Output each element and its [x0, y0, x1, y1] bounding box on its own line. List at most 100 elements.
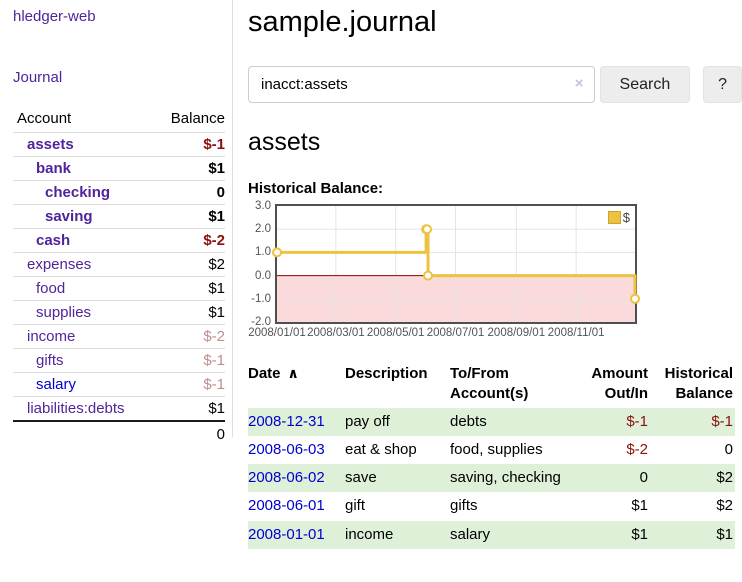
transaction-balance: $1: [650, 520, 735, 549]
account-row: checking 0: [13, 180, 225, 205]
sidebar-account-link-assets[interactable]: assets: [27, 136, 74, 153]
transaction-balance: $-1: [650, 407, 735, 436]
y-axis-tick-label: 2.0: [255, 223, 271, 236]
accounts-header-row: Account Balance: [13, 107, 225, 133]
sidebar-account-link-supplies[interactable]: supplies: [36, 304, 92, 321]
chart-legend: $: [607, 210, 630, 225]
historical-balance-chart: $ 3.0 2.0 1.0 0.0 -1.0 -2.0 2008/01/01 2008/03/…: [248, 200, 742, 344]
accounts-total-value: 0: [155, 420, 225, 447]
transaction-accounts: food, supplies: [450, 440, 543, 458]
sidebar-account-link-bank[interactable]: bank: [36, 160, 72, 177]
balance-column-header-main: Historical Balance: [664, 365, 733, 403]
transaction-date-link[interactable]: 2008-12-31: [248, 412, 325, 430]
y-axis-tick-label: 3.0: [255, 200, 271, 212]
register-table: Date ∧ Description To/From Account(s) Amo…: [248, 361, 735, 549]
transaction-description: eat & shop: [345, 440, 417, 458]
account-row: bank $1: [13, 156, 225, 181]
transaction-balance: 0: [724, 440, 733, 458]
sidebar-account-link-liabilities-debts[interactable]: liabilities:debts: [27, 400, 125, 417]
sidebar-account-balance: $-1: [155, 132, 225, 157]
description-column-header: Description: [345, 365, 428, 382]
x-axis-tick-label: 2008/05/01: [366, 327, 425, 339]
sidebar-account-link-food[interactable]: food: [36, 280, 66, 297]
sidebar-account-balance: $1: [155, 204, 225, 229]
journal-link[interactable]: Journal: [13, 69, 63, 86]
total-spacer: [13, 420, 156, 447]
help-button[interactable]: ?: [703, 66, 742, 103]
sidebar-account-link-cash[interactable]: cash: [36, 232, 71, 249]
sidebar-account-balance: 0: [155, 180, 225, 205]
account-row: income $-2: [13, 324, 225, 349]
amount-column-header: Amount Out/In: [591, 365, 648, 403]
sidebar-account-link-saving[interactable]: saving: [45, 208, 93, 225]
transaction-amount: $1: [631, 497, 648, 515]
journal-nav: Journal: [13, 69, 224, 86]
account-row: supplies $1: [13, 300, 225, 325]
app-title-link[interactable]: hledger-web: [13, 8, 96, 25]
transaction-row: 2008-01-01 income salary $1 $1: [248, 520, 735, 549]
transaction-accounts: saving, checking: [450, 464, 565, 493]
x-axis-tick-label: 2008/11/01: [547, 327, 605, 339]
transaction-accounts: salary: [450, 520, 565, 549]
sidebar-account-balance: $-1: [155, 348, 225, 373]
main-content: sample.journal × Search ? assets Histori…: [233, 0, 742, 549]
x-axis-tick-label: 2008/09/01: [487, 327, 546, 339]
account-heading: assets: [248, 128, 321, 156]
transaction-description: save: [345, 464, 450, 493]
sidebar-account-balance: $-1: [155, 372, 225, 397]
y-axis-tick-label: 1.0: [255, 246, 271, 259]
account-column-header: Account: [17, 110, 72, 127]
sidebar-account-balance: $2: [155, 252, 225, 277]
accounts-table: Account Balance assets $-1 bank $1 checking 0…: [13, 107, 225, 447]
clear-search-icon[interactable]: ×: [574, 75, 584, 92]
sidebar-account-balance: $-2: [155, 324, 225, 349]
legend-swatch-icon: [607, 211, 621, 224]
transaction-description: income: [345, 520, 450, 549]
sidebar: hledger-web Journal Account Balance asse…: [0, 0, 233, 447]
transaction-accounts: gifts: [450, 497, 478, 515]
x-axis-tick-label: 2008/07/01: [426, 327, 485, 339]
sidebar-account-balance: $1: [155, 276, 225, 301]
account-row: liabilities:debts $1: [13, 396, 225, 421]
sidebar-account-link-income[interactable]: income: [27, 328, 76, 345]
x-axis-tick-label: 2008/01/01: [248, 327, 306, 339]
chart-title: Historical Balance:: [248, 180, 384, 197]
y-axis-tick-label: 0.0: [255, 269, 271, 282]
transaction-balance: $2: [716, 497, 733, 515]
transaction-date-link[interactable]: 2008-06-02: [248, 469, 325, 486]
sidebar-account-link-salary[interactable]: salary: [36, 376, 77, 393]
sidebar-account-link-checking[interactable]: checking: [45, 184, 111, 201]
search-button[interactable]: Search: [599, 66, 691, 103]
sidebar-account-link-expenses[interactable]: expenses: [27, 256, 92, 273]
sidebar-account-link-gifts[interactable]: gifts: [36, 352, 64, 369]
transaction-row: 2008-06-01 gift gifts $1 $2: [248, 492, 735, 520]
transaction-amount: $1: [565, 520, 650, 549]
balance-column-header: Balance: [170, 110, 225, 127]
accounts-total-row: 0: [13, 420, 225, 447]
date-column-header[interactable]: Date ∧: [248, 361, 345, 408]
transaction-description: pay off: [345, 407, 450, 436]
app: hledger-web Journal Account Balance asse…: [0, 0, 742, 549]
transaction-amount: $-2: [626, 440, 648, 458]
page-title: sample.journal: [248, 6, 437, 38]
chart-plot-area: $: [272, 204, 640, 324]
x-axis-tick-label: 2008/03/01: [307, 327, 365, 339]
y-axis-tick-label: -2.0: [251, 316, 271, 328]
account-row: food $1: [13, 276, 225, 301]
account-row: gifts $-1: [13, 348, 225, 373]
transaction-date-link[interactable]: 2008-06-01: [248, 497, 325, 515]
search-input-wrap: ×: [248, 66, 595, 103]
sidebar-account-balance: $-2: [155, 228, 225, 253]
search-input[interactable]: [248, 66, 595, 103]
account-row: salary $-1: [13, 372, 225, 397]
sidebar-account-balance: $1: [155, 396, 225, 421]
transaction-date-link[interactable]: 2008-06-03: [248, 440, 325, 458]
transaction-row: 2008-12-31 pay off debts $-1 $-1: [248, 407, 735, 436]
chart-svg: [272, 206, 640, 322]
transaction-row: 2008-06-02 save saving, checking 0 $2: [248, 464, 735, 493]
transaction-date-link[interactable]: 2008-01-01: [248, 525, 325, 543]
account-row: assets $-1: [13, 132, 225, 157]
transaction-description: gift: [345, 497, 366, 515]
brand: hledger-web: [13, 8, 224, 25]
account-row: cash $-2: [13, 228, 225, 253]
